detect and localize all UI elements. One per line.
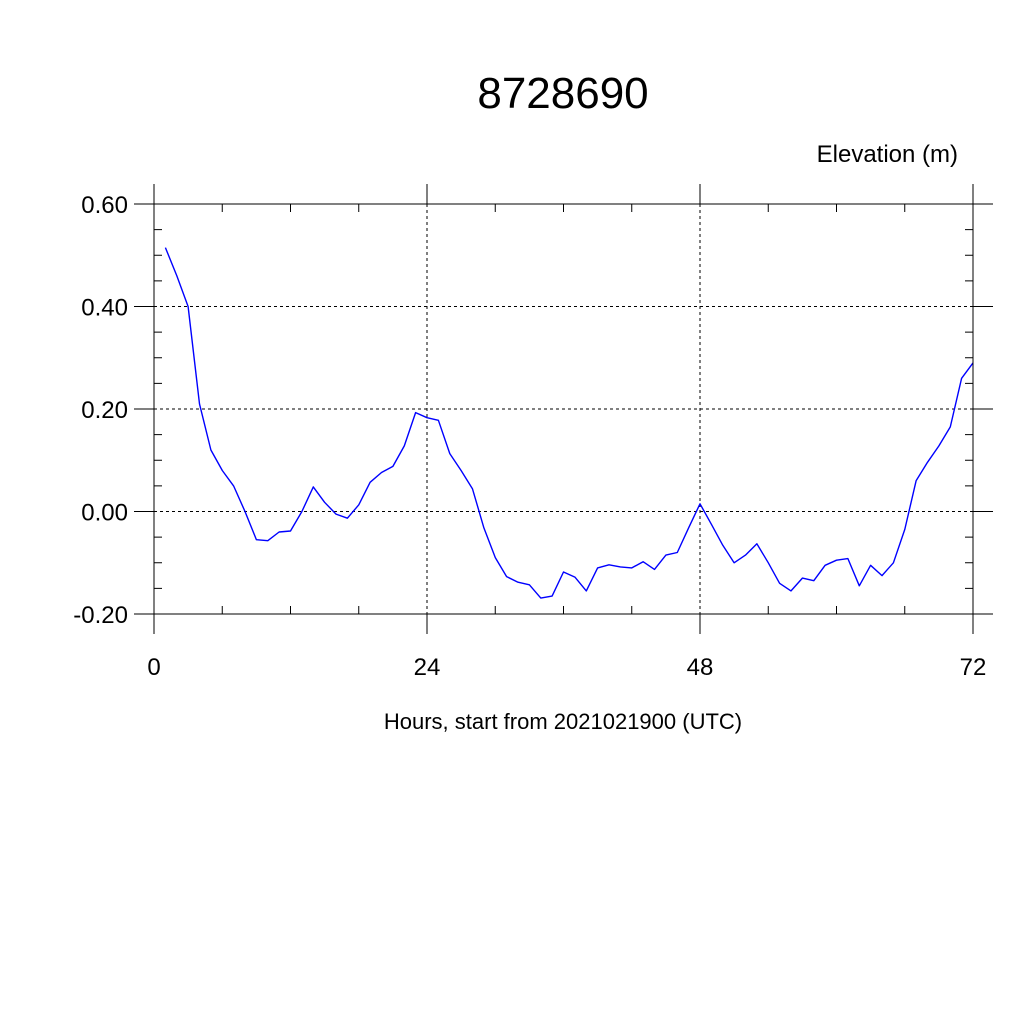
x-tick-label: 72 (960, 654, 987, 681)
series-line (164, 247, 974, 599)
x-tick-label: 0 (147, 654, 160, 681)
series-layer (164, 247, 974, 599)
grid-lines (153, 203, 974, 615)
axis-ticks (134, 184, 993, 634)
y-tick-label: 0.40 (81, 295, 128, 322)
plot-frame (153, 203, 974, 615)
y-tick-label: 0.20 (81, 397, 128, 424)
x-tick-label: 48 (687, 654, 714, 681)
x-tick-label: 24 (414, 654, 441, 681)
y-tick-label: -0.20 (73, 602, 128, 629)
y-tick-label: 0.00 (81, 500, 128, 527)
x-axis-label: Hours, start from 2021021900 (UTC) (384, 709, 742, 734)
tick-labels: -0.20 0.00 0.20 0.40 0.60 0 24 48 72 (73, 192, 986, 681)
y-tick-label: 0.60 (81, 192, 128, 219)
chart-title: 8728690 (477, 69, 648, 118)
y-axis-label: Elevation (m) (817, 141, 958, 168)
